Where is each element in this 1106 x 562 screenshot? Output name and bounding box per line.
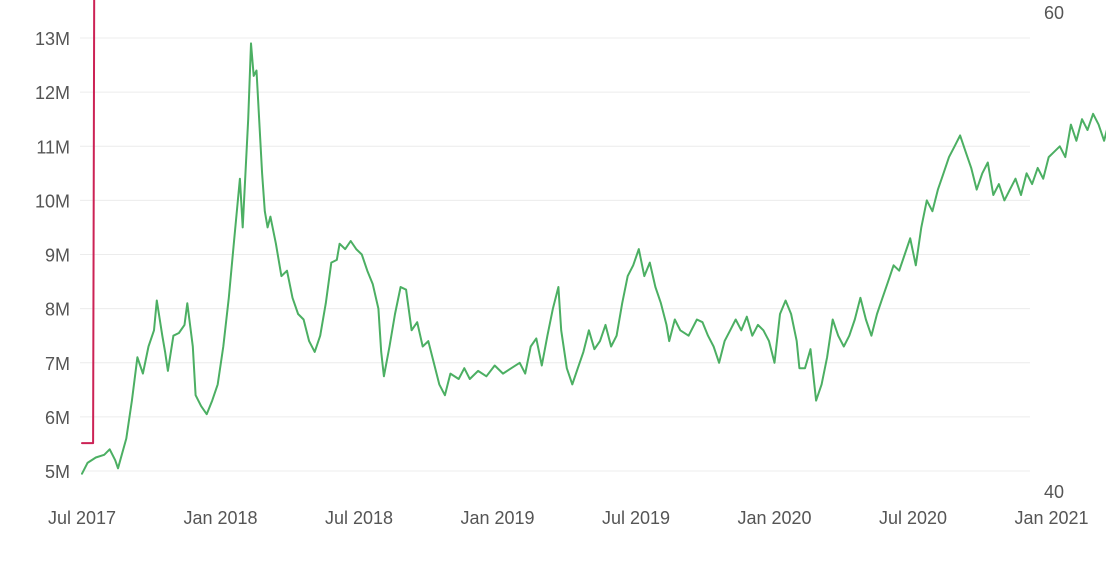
y-left-tick-label: 12M (35, 83, 70, 103)
x-tick-label: Jan 2020 (737, 508, 811, 528)
y-right-tick-label: 40 (1044, 482, 1064, 502)
right-axis-tick-labels: 406080100120140160180200220 (1044, 3, 1064, 502)
y-left-tick-label: 11M (36, 137, 70, 157)
y-left-tick-label: 10M (35, 191, 70, 211)
left-axis-tick-labels: 5M 6M 7M 8M 9M 10M 11M 12M 13M (35, 29, 70, 482)
x-tick-label: Jul 2020 (879, 508, 947, 528)
series-lines (81, 0, 1106, 475)
x-tick-label: Jan 2021 (1014, 508, 1088, 528)
y-left-tick-label: 8M (45, 300, 70, 320)
y-left-tick-label: 7M (45, 354, 70, 374)
series-line-left-axis (81, 42, 1106, 475)
x-tick-label: Jul 2019 (602, 508, 670, 528)
y-left-tick-label: 6M (45, 408, 70, 428)
y-left-tick-label: 13M (35, 29, 70, 49)
x-tick-label: Jan 2018 (183, 508, 257, 528)
x-tick-label: Jul 2017 (48, 508, 116, 528)
x-axis-tick-labels: Jul 2017 Jan 2018 Jul 2018 Jan 2019 Jul 2019… (48, 508, 1089, 528)
x-tick-label: Jul 2018 (325, 508, 393, 528)
y-left-tick-label: 9M (45, 246, 70, 266)
y-left-tick-label: 5M (45, 462, 70, 482)
x-tick-label: Jan 2019 (460, 508, 534, 528)
grid-lines (80, 37, 1030, 472)
y-right-tick-label: 60 (1044, 3, 1064, 23)
